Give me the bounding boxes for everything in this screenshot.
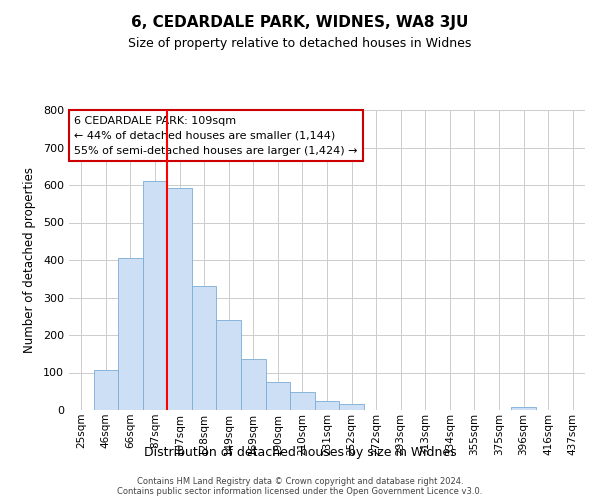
Text: Contains HM Land Registry data © Crown copyright and database right 2024.: Contains HM Land Registry data © Crown c… [137,476,463,486]
Bar [290,392,315,410]
Bar [192,286,217,410]
Bar [241,360,266,410]
Text: Contains public sector information licensed under the Open Government Licence v3: Contains public sector information licen… [118,486,482,496]
Text: 6 CEDARDALE PARK: 109sqm
← 44% of detached houses are smaller (1,144)
55% of sem: 6 CEDARDALE PARK: 109sqm ← 44% of detach… [74,116,358,156]
Bar [94,370,118,410]
Bar [339,404,364,410]
Text: Size of property relative to detached houses in Widnes: Size of property relative to detached ho… [128,38,472,51]
Text: Distribution of detached houses by size in Widnes: Distribution of detached houses by size … [143,446,457,459]
Y-axis label: Number of detached properties: Number of detached properties [23,167,36,353]
Bar [143,180,167,410]
Bar [315,400,339,410]
Bar [266,382,290,410]
Bar [511,407,536,410]
Text: 6, CEDARDALE PARK, WIDNES, WA8 3JU: 6, CEDARDALE PARK, WIDNES, WA8 3JU [131,15,469,30]
Bar [167,188,192,410]
Bar [118,258,143,410]
Bar [217,320,241,410]
